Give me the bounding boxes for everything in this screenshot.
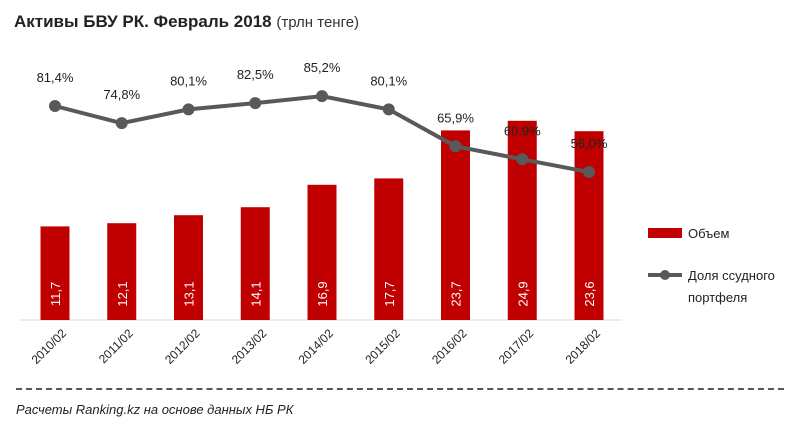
line-value-label: 56,0% [571,136,608,151]
bar [441,130,470,320]
footer-divider [16,388,784,390]
line-point [249,97,262,110]
line-point [182,103,195,116]
legend-label-loan-share: Доля ссудного [688,268,775,283]
line-value-label: 80,1% [170,73,207,88]
bar [307,184,337,320]
line-value-label: 74,8% [103,87,140,102]
bar-value-label: 14,1 [248,281,263,306]
bar-value-label: 17,7 [382,281,397,306]
line-value-label: 81,4% [37,70,74,85]
bar [40,226,70,320]
x-tick-label: 2017/02 [496,326,537,367]
bar [174,215,203,320]
x-tick-label: 2014/02 [296,326,337,367]
bar [374,178,404,320]
line-point [316,90,328,103]
line-value-label: 85,2% [304,60,341,75]
x-tick-label: 2018/02 [563,326,604,367]
line-point [115,117,128,130]
line-value-label: 60,9% [504,123,541,138]
line-point [516,153,529,166]
bar-value-label: 24,9 [515,281,530,306]
bar-value-label: 11,7 [48,282,63,306]
bar [574,131,604,320]
line-point [382,103,395,116]
legend-bar-swatch [648,228,682,238]
bar-value-label: 16,9 [315,281,330,306]
x-tick-label: 2012/02 [162,326,203,367]
legend-label-volume: Объем [688,226,729,241]
bar-value-label: 12,1 [115,281,130,306]
line-point [449,140,462,153]
title-text: Активы БВУ РК. Февраль 2018 [14,12,272,31]
source-note: Расчеты Ranking.kz на основе данных НБ Р… [16,402,294,417]
subtitle-text: (трлн тенге) [276,14,360,31]
bar [240,207,270,320]
x-tick-label: 2010/02 [29,326,70,367]
line-value-label: 82,5% [237,67,274,82]
line-point [49,100,61,112]
legend-label-loan-share-cont: портфеля [688,290,747,305]
x-tick-label: 2015/02 [362,326,403,367]
line-value-label: 65,9% [437,110,474,125]
x-tick-label: 2011/02 [96,326,136,366]
legend-line-marker [660,270,670,280]
bar [107,223,137,320]
line-point [583,166,595,179]
x-tick-label: 2013/02 [229,326,270,367]
line-value-label: 80,1% [370,73,407,88]
chart-title: Активы БВУ РК. Февраль 2018 (трлн тенге) [14,12,359,32]
x-tick-label: 2016/02 [429,326,470,367]
bar-value-label: 23,6 [582,281,597,306]
bar-value-label: 13,1 [182,281,197,306]
bar-value-label: 23,7 [449,281,464,306]
